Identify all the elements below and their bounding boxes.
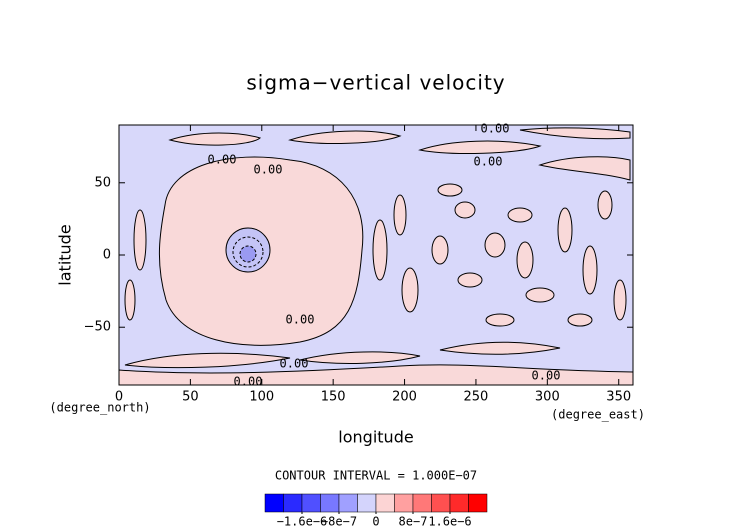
contour-label: 0.00 <box>208 153 237 167</box>
colorbar-tick-label: 8e−7 <box>399 515 428 529</box>
colorbar-tick-label: −8e−7 <box>321 515 357 529</box>
y-tick-label: −50 <box>84 320 111 335</box>
y-tick-label: 50 <box>94 175 111 190</box>
x-tick-label: 150 <box>321 390 346 405</box>
colorbar-box <box>264 493 284 513</box>
y-tick-label: 0 <box>103 248 111 263</box>
chart-title: sigma−vertical velocity <box>246 71 505 95</box>
contour-label: 0.00 <box>234 375 263 389</box>
colorbar-box <box>449 493 469 513</box>
colorbar-box <box>431 493 451 513</box>
contour-label: 0.00 <box>254 163 283 177</box>
x-units: (degree_east) <box>551 408 645 422</box>
contour-label: 0.00 <box>474 155 503 169</box>
contour-field <box>118 125 634 386</box>
x-tick-label: 250 <box>464 390 489 405</box>
colorbar-box <box>375 493 395 513</box>
colorbar-box <box>394 493 414 513</box>
x-tick-label: 350 <box>606 390 631 405</box>
x-axis-label: longitude <box>338 428 413 447</box>
x-tick-label: 100 <box>249 390 274 405</box>
contour-label: 0.00 <box>286 313 315 327</box>
colorbar-tick-label: 0 <box>372 515 379 529</box>
colorbar-box <box>338 493 358 513</box>
colorbar-box <box>320 493 340 513</box>
colorbar-tick-label: 1.6e−6 <box>428 515 471 529</box>
colorbar-box <box>283 493 303 513</box>
colorbar-box <box>301 493 321 513</box>
colorbar-box <box>357 493 377 513</box>
colorbar-tick-label: −1.6e−6 <box>277 515 328 529</box>
contour-label: 0.00 <box>481 122 510 136</box>
x-tick-label: 300 <box>535 390 560 405</box>
y-axis-label: latitude <box>56 224 75 285</box>
x-tick-label: 50 <box>182 390 199 405</box>
contour-interval: CONTOUR INTERVAL = 1.000E−07 <box>275 469 477 483</box>
y-units: (degree_north) <box>49 401 150 415</box>
x-tick-label: 0 <box>115 390 123 405</box>
x-tick-label: 200 <box>392 390 417 405</box>
contour-label: 0.00 <box>532 369 561 383</box>
colorbar-box <box>468 493 488 513</box>
contour-label: 0.00 <box>280 357 309 371</box>
colorbar-box <box>412 493 432 513</box>
